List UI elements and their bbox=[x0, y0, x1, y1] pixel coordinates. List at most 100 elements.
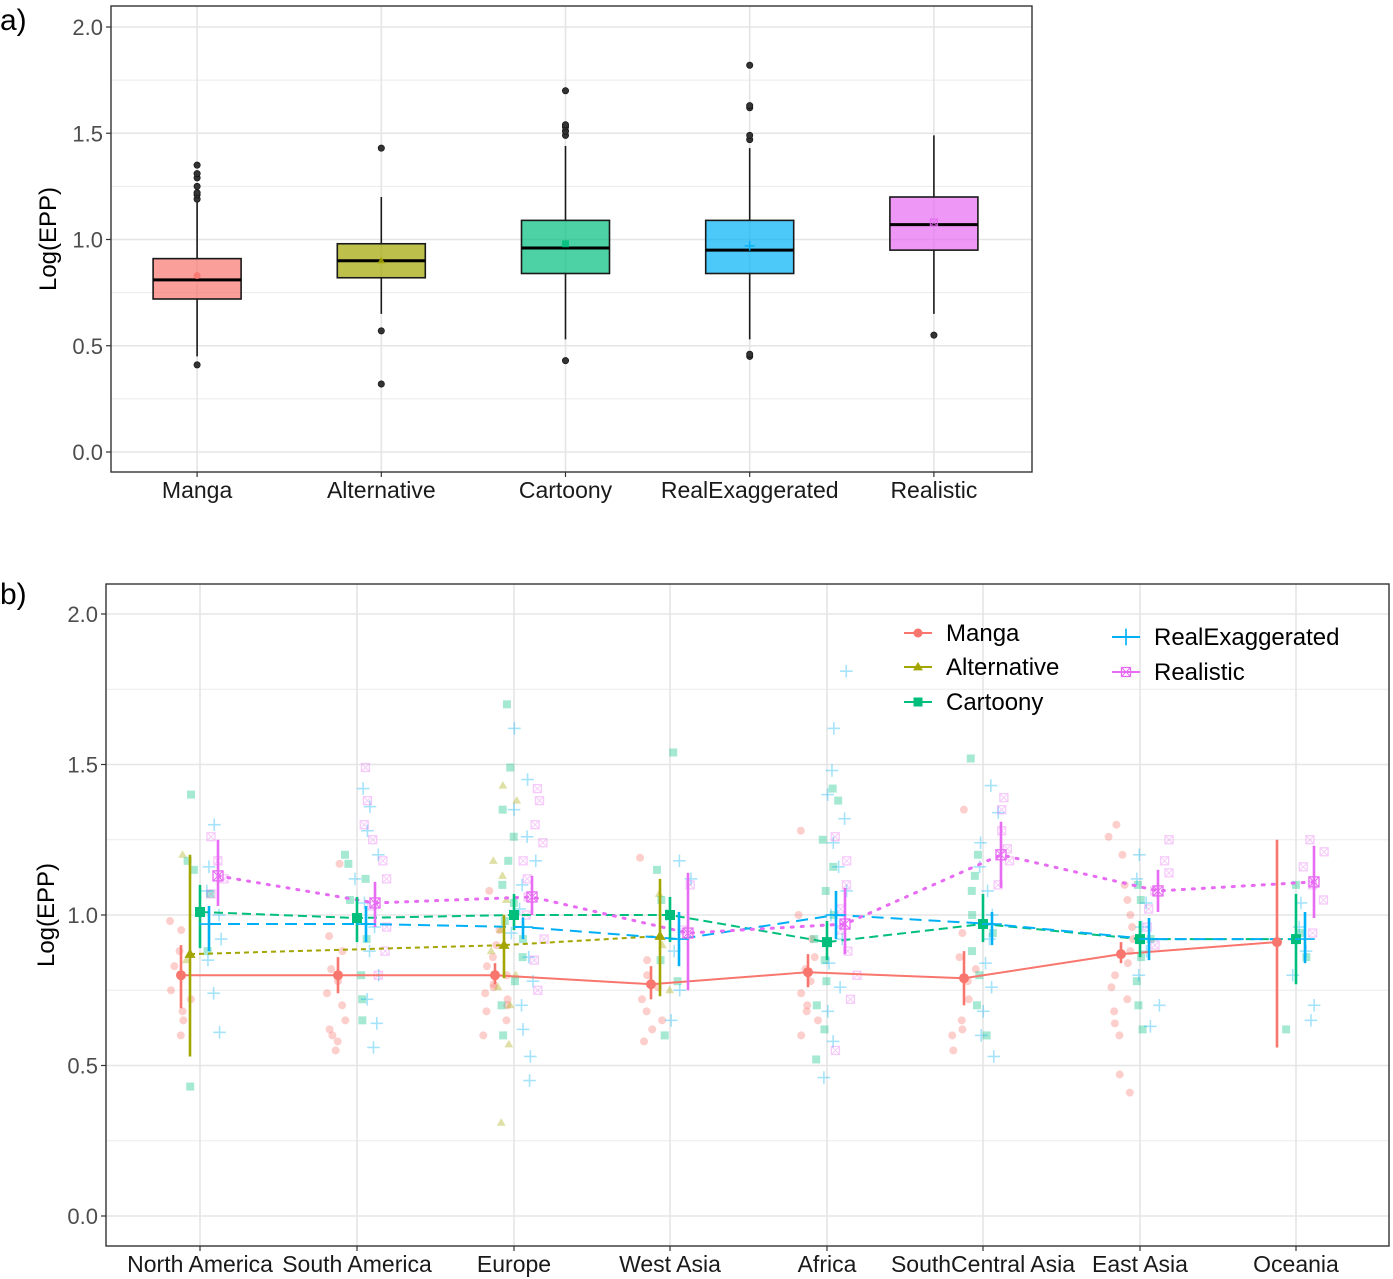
raw-point-manga bbox=[485, 886, 494, 895]
raw-point-manga-shape bbox=[658, 1016, 667, 1025]
raw-point-realistic-d2 bbox=[842, 856, 852, 866]
box-realexaggerated bbox=[704, 61, 795, 360]
raw-point-realistic-d1 bbox=[997, 805, 1007, 815]
raw-point-manga bbox=[338, 1001, 347, 1010]
raw-point-realistic-d2 bbox=[380, 946, 390, 956]
raw-point-realistic-box bbox=[380, 946, 390, 956]
raw-point-manga bbox=[796, 826, 805, 835]
raw-point-manga bbox=[176, 1031, 185, 1040]
mean-point-realistic-d2 bbox=[212, 870, 224, 882]
raw-point-realexaggerated bbox=[201, 953, 215, 967]
raw-point-manga bbox=[325, 1025, 334, 1034]
raw-point-manga-shape bbox=[482, 962, 491, 971]
legend-marker-shape bbox=[913, 628, 923, 638]
y-tick-label: 2.0 bbox=[72, 15, 103, 40]
mean-point-manga bbox=[1272, 937, 1282, 948]
raw-point-cartoony bbox=[361, 874, 370, 883]
raw-point-cartoony-shape bbox=[966, 754, 975, 763]
box-realistic bbox=[889, 135, 979, 339]
raw-point-realexaggerated bbox=[513, 902, 526, 916]
raw-point-manga-shape bbox=[1115, 1070, 1124, 1079]
raw-point-cartoony-shape bbox=[972, 1001, 981, 1010]
mean-point-realistic bbox=[682, 927, 694, 939]
x-tick-label: Realistic bbox=[890, 477, 977, 503]
raw-point-alternative-shape bbox=[178, 850, 187, 858]
raw-point-manga bbox=[1115, 1031, 1124, 1040]
raw-point-alternative-shape bbox=[665, 985, 675, 994]
raw-point-manga bbox=[177, 926, 186, 935]
raw-point-realistic-d1 bbox=[538, 838, 548, 848]
raw-point-realexaggerated bbox=[981, 884, 994, 898]
raw-point-cartoony bbox=[818, 835, 827, 844]
legend-item-manga: Manga bbox=[904, 620, 1020, 647]
raw-point-realistic-d1 bbox=[1305, 835, 1315, 845]
raw-point-manga-shape bbox=[1115, 1031, 1124, 1040]
raw-point-realistic bbox=[1318, 895, 1329, 905]
raw-point-realexaggerated bbox=[1139, 896, 1153, 910]
raw-point-manga bbox=[1104, 832, 1113, 841]
raw-point-realistic bbox=[381, 874, 392, 884]
mean-point-cartoony-shape bbox=[509, 910, 519, 920]
raw-point-realistic bbox=[206, 832, 216, 842]
raw-point-realexaggerated bbox=[825, 764, 839, 777]
raw-point-realistic bbox=[841, 880, 852, 890]
raw-point-cartoony-shape bbox=[828, 784, 837, 793]
raw-point-cartoony bbox=[510, 977, 519, 986]
raw-point-realistic-d2 bbox=[530, 820, 540, 830]
raw-point-cartoony bbox=[1282, 1025, 1291, 1034]
mean-point-realexaggerated bbox=[513, 917, 533, 937]
raw-point-realistic-box bbox=[830, 1045, 841, 1056]
raw-point-manga-shape bbox=[959, 805, 968, 814]
mean-point-alternative bbox=[654, 930, 666, 940]
raw-point-cartoony bbox=[972, 1001, 981, 1010]
raw-point-manga bbox=[503, 1001, 512, 1010]
raw-point-realistic-d1 bbox=[1160, 856, 1169, 866]
raw-point-manga bbox=[949, 1046, 958, 1055]
raw-point-cartoony-shape bbox=[186, 1082, 195, 1091]
mean-marker-d2 bbox=[930, 218, 938, 227]
mean-point-manga-shape bbox=[646, 979, 656, 990]
raw-point-realexaggerated bbox=[983, 932, 996, 946]
raw-point-manga-shape bbox=[338, 947, 347, 956]
raw-point-cartoony-shape bbox=[1282, 1025, 1291, 1034]
raw-point-manga-shape bbox=[325, 1025, 334, 1034]
raw-point-realistic-box bbox=[1298, 862, 1308, 872]
raw-point-cartoony-shape bbox=[820, 956, 829, 965]
raw-point-realistic-d2 bbox=[368, 835, 378, 845]
raw-point-realexaggerated bbox=[363, 800, 377, 813]
raw-point-manga bbox=[488, 953, 497, 962]
raw-point-realistic-d1 bbox=[378, 856, 388, 866]
raw-point-manga bbox=[810, 953, 819, 962]
raw-point-alternative-shape bbox=[493, 982, 503, 991]
mean-marker-shape bbox=[562, 240, 569, 248]
raw-point-manga bbox=[175, 947, 184, 956]
raw-point-realistic-box bbox=[533, 985, 543, 995]
mean-point-realexaggerated bbox=[826, 905, 846, 925]
raw-point-alternative bbox=[665, 985, 675, 994]
raw-point-manga bbox=[338, 947, 347, 956]
raw-point-manga-shape bbox=[796, 826, 805, 835]
raw-point-manga-shape bbox=[813, 1016, 822, 1025]
raw-point-realistic-d2 bbox=[529, 955, 539, 965]
x-tick-label: Cartoony bbox=[519, 477, 613, 503]
mean-point-realexaggerated bbox=[356, 914, 376, 934]
raw-point-cartoony bbox=[518, 953, 527, 962]
raw-point-realistic-box bbox=[530, 820, 540, 830]
mean-marker-shape bbox=[377, 256, 386, 264]
outlier-point bbox=[930, 331, 938, 339]
mean-point-realistic bbox=[526, 891, 538, 903]
raw-point-alternative-shape bbox=[498, 871, 507, 879]
raw-point-realistic-d1 bbox=[1164, 835, 1174, 845]
raw-point-realistic-d2 bbox=[831, 1046, 840, 1055]
raw-point-cartoony-shape bbox=[498, 805, 507, 814]
raw-point-realistic-d1 bbox=[852, 970, 862, 980]
raw-point-cartoony-shape bbox=[812, 1001, 821, 1010]
raw-point-manga-shape bbox=[794, 911, 803, 919]
raw-point-cartoony-shape bbox=[499, 1031, 508, 1040]
mean-point-cartoony-shape bbox=[822, 937, 832, 948]
panel-b-y-axis-title: Log(EPP) bbox=[33, 863, 60, 967]
raw-point-manga-shape bbox=[327, 965, 336, 974]
raw-point-cartoony bbox=[982, 1031, 991, 1040]
raw-point-realistic bbox=[830, 1045, 841, 1056]
